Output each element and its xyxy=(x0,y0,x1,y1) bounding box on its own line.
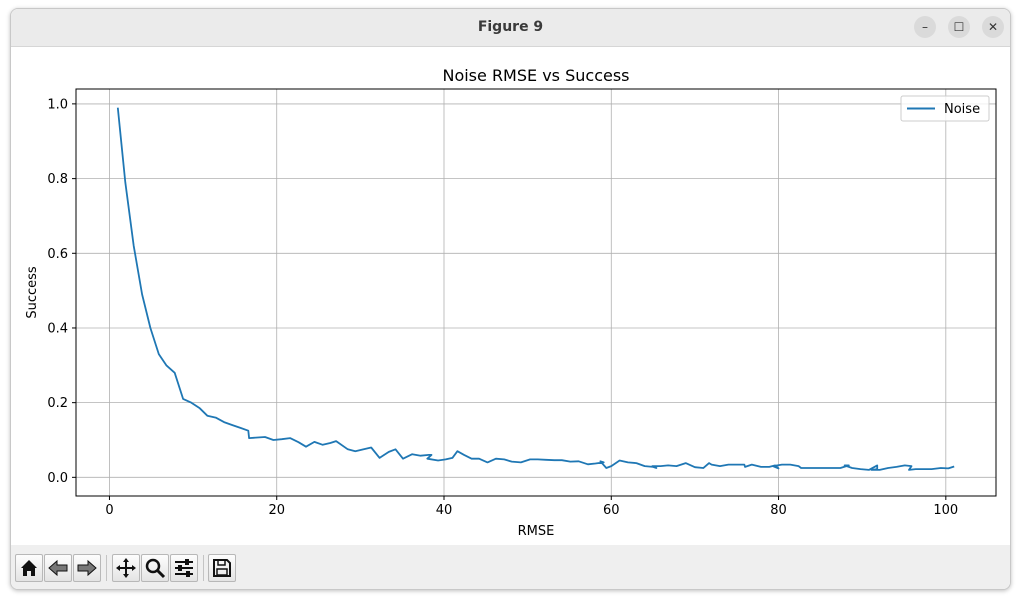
home-button[interactable] xyxy=(15,554,43,582)
configure-subplots-button[interactable] xyxy=(170,554,198,582)
y-tick-label: 0.4 xyxy=(47,321,68,336)
x-axis-ticks: 0 20 40 60 80 100 xyxy=(105,496,958,518)
y-axis-label: Success xyxy=(25,266,40,319)
series-layer xyxy=(116,107,955,471)
figure-canvas[interactable]: 0 20 40 60 80 100 0.0 0.2 0.4 0.6 0.8 1.0 Noise RM… xyxy=(11,47,1010,545)
pan-icon xyxy=(116,558,136,578)
window-title: Figure 9 xyxy=(477,19,544,35)
legend-label: Noise xyxy=(944,102,980,117)
y-tick-label: 0.6 xyxy=(47,247,68,262)
chart-svg: 0 20 40 60 80 100 0.0 0.2 0.4 0.6 0.8 1.0 Noise RM… xyxy=(25,66,997,539)
y-tick-label: 0.2 xyxy=(47,396,68,411)
x-tick-label: 0 xyxy=(105,503,113,518)
forward-icon xyxy=(77,559,97,577)
title-bar[interactable]: Figure 9 – ☐ ✕ xyxy=(11,9,1010,47)
home-icon xyxy=(21,560,37,576)
legend: Noise xyxy=(900,95,990,122)
close-button[interactable]: ✕ xyxy=(982,16,1004,38)
x-tick-label: 80 xyxy=(770,503,787,518)
toolbar-separator xyxy=(106,555,107,581)
configure-subplots-icon xyxy=(175,559,193,577)
x-tick-label: 60 xyxy=(603,503,620,518)
x-tick-label: 40 xyxy=(436,503,453,518)
maximize-button[interactable]: ☐ xyxy=(948,16,970,38)
pan-button[interactable] xyxy=(112,554,140,582)
navigation-toolbar xyxy=(11,545,1010,589)
minimize-button[interactable]: – xyxy=(914,16,936,38)
x-tick-label: 20 xyxy=(268,503,285,518)
forward-button[interactable] xyxy=(73,554,101,582)
zoom-icon xyxy=(145,558,166,579)
plot-frame xyxy=(75,88,997,497)
save-icon xyxy=(213,559,231,577)
legend-box xyxy=(900,95,990,122)
x-tick-label: 100 xyxy=(933,503,958,518)
toolbar-separator xyxy=(203,555,204,581)
series-line-noise xyxy=(116,107,955,471)
back-icon xyxy=(48,559,68,577)
chart-title: Noise RMSE vs Success xyxy=(442,66,629,85)
y-axis-ticks: 0.0 0.2 0.4 0.6 0.8 1.0 xyxy=(47,97,76,486)
figure-window: Figure 9 – ☐ ✕ 0 20 40 60 80 100 0.0 0.2 0.4 0.6… xyxy=(10,8,1011,590)
x-axis-label: RMSE xyxy=(518,524,555,539)
zoom-button[interactable] xyxy=(141,554,169,582)
y-tick-label: 0.0 xyxy=(47,471,68,486)
grid-lines xyxy=(76,89,996,496)
back-button[interactable] xyxy=(44,554,72,582)
y-tick-label: 0.8 xyxy=(47,172,68,187)
save-button[interactable] xyxy=(208,554,236,582)
y-tick-label: 1.0 xyxy=(47,97,68,112)
